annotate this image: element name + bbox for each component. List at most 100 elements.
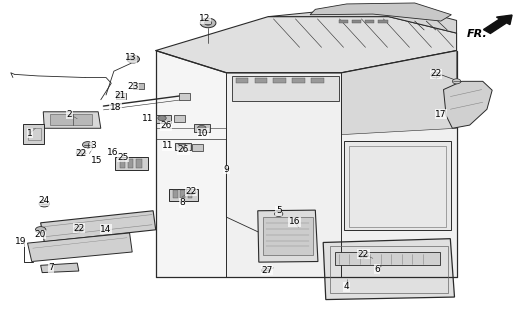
Text: 11: 11 xyxy=(142,114,154,123)
Polygon shape xyxy=(23,124,44,143)
Bar xyxy=(255,78,267,83)
Circle shape xyxy=(83,142,93,148)
Text: 25: 25 xyxy=(118,153,129,162)
Bar xyxy=(311,78,323,83)
Bar xyxy=(349,146,446,227)
Text: 16: 16 xyxy=(289,217,300,226)
Bar xyxy=(173,190,178,198)
Text: 17: 17 xyxy=(435,109,447,118)
Bar xyxy=(231,76,339,101)
Bar xyxy=(27,128,41,140)
Text: FR.: FR. xyxy=(467,29,488,39)
Text: 20: 20 xyxy=(34,230,45,239)
Polygon shape xyxy=(341,51,457,135)
Bar xyxy=(175,142,191,150)
Polygon shape xyxy=(268,9,457,33)
Bar xyxy=(344,141,451,230)
Bar xyxy=(236,78,248,83)
Circle shape xyxy=(198,125,206,131)
Bar xyxy=(193,144,203,151)
Text: 15: 15 xyxy=(91,156,103,165)
Bar xyxy=(116,93,126,99)
Bar xyxy=(194,124,210,132)
Text: 10: 10 xyxy=(197,129,209,138)
Polygon shape xyxy=(310,3,451,21)
Bar xyxy=(133,83,144,89)
Text: 7: 7 xyxy=(48,263,54,272)
Text: 5: 5 xyxy=(276,206,281,215)
Circle shape xyxy=(452,79,461,84)
Text: 1: 1 xyxy=(27,129,33,138)
Bar xyxy=(339,20,348,23)
Text: 21: 21 xyxy=(114,92,125,100)
Circle shape xyxy=(76,150,86,156)
Bar xyxy=(119,159,125,168)
Polygon shape xyxy=(323,239,454,300)
Bar xyxy=(180,190,185,198)
Text: 26: 26 xyxy=(160,121,172,130)
Text: 22: 22 xyxy=(73,224,85,233)
Circle shape xyxy=(130,57,136,61)
Text: 12: 12 xyxy=(199,14,210,23)
Polygon shape xyxy=(41,211,156,242)
Text: 23: 23 xyxy=(127,82,139,91)
Polygon shape xyxy=(258,210,318,262)
Bar xyxy=(352,20,361,23)
Circle shape xyxy=(275,212,283,216)
Polygon shape xyxy=(443,81,492,128)
Circle shape xyxy=(127,55,139,63)
Bar xyxy=(115,157,148,170)
Text: 22: 22 xyxy=(358,250,369,259)
Circle shape xyxy=(359,252,368,258)
Bar xyxy=(174,115,185,122)
Text: 27: 27 xyxy=(261,266,273,275)
Text: 14: 14 xyxy=(100,225,112,234)
Text: 26: 26 xyxy=(178,145,189,154)
Text: 19: 19 xyxy=(15,237,26,246)
FancyArrow shape xyxy=(483,15,512,34)
Text: 9: 9 xyxy=(224,165,229,174)
Polygon shape xyxy=(156,17,457,73)
Bar xyxy=(188,190,193,198)
Bar xyxy=(365,20,375,23)
Polygon shape xyxy=(156,51,226,277)
Circle shape xyxy=(74,226,84,232)
Circle shape xyxy=(200,18,216,28)
Bar xyxy=(330,246,448,293)
Bar xyxy=(179,93,190,100)
Text: 22: 22 xyxy=(185,187,196,196)
Bar xyxy=(169,188,198,201)
Bar xyxy=(292,78,305,83)
Circle shape xyxy=(261,268,270,273)
Bar xyxy=(274,78,286,83)
Text: 22: 22 xyxy=(75,148,87,157)
Bar xyxy=(378,20,388,23)
Text: 16: 16 xyxy=(107,148,118,156)
Text: 6: 6 xyxy=(374,265,380,274)
Text: 4: 4 xyxy=(344,282,350,292)
Circle shape xyxy=(178,143,186,148)
Text: 11: 11 xyxy=(162,141,174,150)
Text: 22: 22 xyxy=(430,69,441,78)
Circle shape xyxy=(39,201,49,207)
Circle shape xyxy=(205,21,212,25)
Polygon shape xyxy=(43,112,101,128)
Polygon shape xyxy=(27,233,132,261)
Bar xyxy=(263,217,312,255)
Bar xyxy=(156,115,171,123)
Text: 13: 13 xyxy=(125,53,137,62)
Text: 18: 18 xyxy=(110,103,121,112)
Bar xyxy=(128,159,133,168)
Polygon shape xyxy=(226,51,457,277)
Circle shape xyxy=(158,116,166,121)
Polygon shape xyxy=(41,263,79,273)
Text: 24: 24 xyxy=(39,196,50,205)
Bar xyxy=(136,159,141,168)
Text: 8: 8 xyxy=(179,198,185,207)
Circle shape xyxy=(431,72,440,78)
Text: 2: 2 xyxy=(67,109,72,118)
Circle shape xyxy=(35,227,46,233)
Bar xyxy=(335,252,440,265)
Circle shape xyxy=(186,189,196,195)
Text: 3: 3 xyxy=(90,141,96,150)
